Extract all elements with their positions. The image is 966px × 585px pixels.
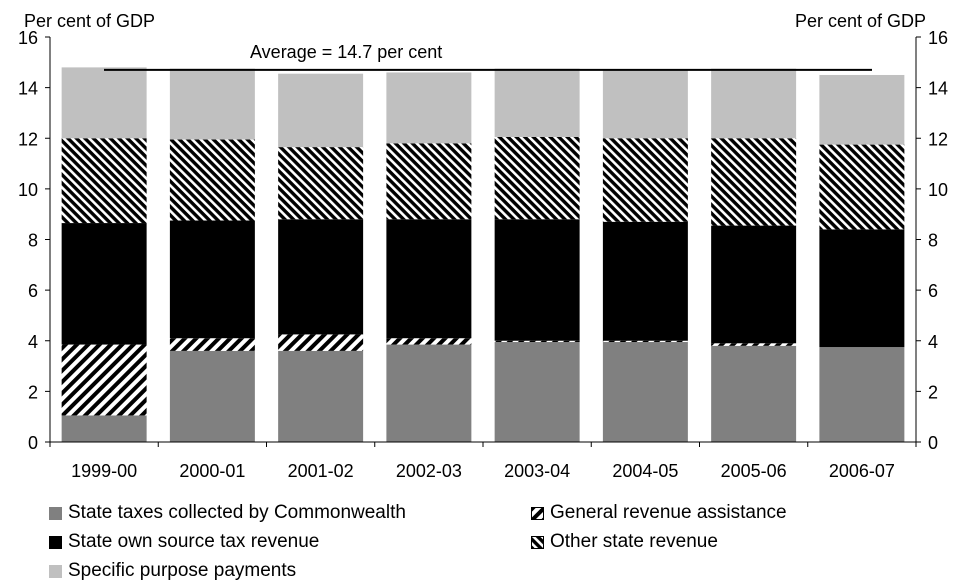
y-tick-label-right-6: 6	[928, 281, 938, 301]
x-tick-label-2006-07: 2006-07	[829, 461, 895, 481]
y-tick-label-left-8: 8	[28, 231, 38, 251]
y-tick-label-left-4: 4	[28, 332, 38, 352]
bar-segment-own-source-2004-05	[602, 221, 688, 341]
bar-segment-spp-2006-07	[819, 74, 905, 145]
y-tick-label-right-2: 2	[928, 382, 938, 402]
bar-segment-general-revenue-2003-04	[494, 340, 580, 343]
average-label: Average = 14.7 per cent	[250, 42, 442, 62]
bar-segment-general-revenue-2004-05	[602, 340, 688, 343]
bar-segment-other-revenue-2005-06	[711, 138, 797, 226]
bar-segment-spp-2000-01	[169, 68, 255, 140]
y-tick-label-right-4: 4	[928, 332, 938, 352]
bar-segment-state-taxes-2001-02	[278, 350, 364, 443]
y-tick-label-left-16: 16	[18, 28, 38, 48]
bar-segment-state-taxes-2002-03	[386, 344, 472, 442]
bar-segment-spp-2001-02	[278, 73, 364, 148]
bar-segment-other-revenue-2004-05	[602, 138, 688, 222]
y-tick-label-right-12: 12	[928, 129, 948, 149]
y-tick-label-right-16: 16	[928, 28, 948, 48]
bar-segment-spp-2002-03	[386, 72, 472, 144]
bars-group	[61, 67, 905, 443]
y-tick-label-left-14: 14	[18, 79, 38, 99]
bar-segment-own-source-2005-06	[711, 225, 797, 344]
bar-segment-own-source-2000-01	[169, 220, 255, 339]
bar-segment-other-revenue-2002-03	[386, 143, 472, 220]
bar-segment-general-revenue-1999-00	[61, 344, 147, 416]
y-tick-label-right-8: 8	[928, 231, 938, 251]
x-tick-label-2001-02: 2001-02	[288, 461, 354, 481]
bar-segment-general-revenue-2001-02	[278, 334, 364, 351]
bar-segment-other-revenue-2003-04	[494, 136, 580, 220]
x-tick-label-2002-03: 2002-03	[396, 461, 462, 481]
bar-segment-state-taxes-2003-04	[494, 342, 580, 442]
bar-segment-general-revenue-2000-01	[169, 338, 255, 351]
bar-segment-other-revenue-2006-07	[819, 144, 905, 230]
bar-segment-own-source-1999-00	[61, 223, 147, 345]
left-axis-title: Per cent of GDP	[24, 11, 155, 31]
x-tick-label-2004-05: 2004-05	[612, 461, 678, 481]
bar-segment-spp-2004-05	[602, 69, 688, 139]
y-tick-label-left-2: 2	[28, 382, 38, 402]
bar-segment-spp-2003-04	[494, 68, 580, 137]
y-tick-label-right-14: 14	[928, 79, 948, 99]
y-tick-label-left-0: 0	[28, 433, 38, 453]
bar-segment-own-source-2002-03	[386, 219, 472, 339]
bar-segment-state-taxes-2005-06	[711, 345, 797, 442]
bar-segment-spp-1999-00	[61, 67, 147, 139]
bar-segment-spp-2005-06	[711, 68, 797, 139]
bar-segment-state-taxes-2004-05	[602, 342, 688, 442]
bar-segment-own-source-2003-04	[494, 219, 580, 341]
y-tick-label-left-12: 12	[18, 129, 38, 149]
bar-segment-other-revenue-1999-00	[61, 138, 147, 224]
bar-segment-state-taxes-2000-01	[169, 350, 255, 443]
y-tick-label-right-0: 0	[928, 433, 938, 453]
x-tick-label-2003-04: 2003-04	[504, 461, 570, 481]
right-axis-title: Per cent of GDP	[795, 11, 926, 31]
bar-segment-state-taxes-2006-07	[819, 347, 905, 442]
bar-segment-general-revenue-2002-03	[386, 338, 472, 345]
x-tick-label-1999-00: 1999-00	[71, 461, 137, 481]
axes-group	[45, 36, 921, 447]
bar-segment-own-source-2001-02	[278, 219, 364, 335]
y-tick-label-left-6: 6	[28, 281, 38, 301]
x-tick-label-2005-06: 2005-06	[721, 461, 787, 481]
y-tick-label-right-10: 10	[928, 180, 948, 200]
bar-segment-other-revenue-2001-02	[278, 147, 364, 220]
tick-labels-group: 0 0 2 2 4 4 6 6 8 8 10 10 12 12 14 14 16 16 1999-00 2000-01…	[18, 28, 948, 481]
bar-segment-state-taxes-1999-00	[61, 415, 147, 442]
bar-segment-own-source-2006-07	[819, 229, 905, 348]
y-tick-label-left-10: 10	[18, 180, 38, 200]
average-line-group: Average = 14.7 per cent	[104, 42, 872, 71]
x-tick-label-2000-01: 2000-01	[179, 461, 245, 481]
bar-segment-other-revenue-2000-01	[169, 139, 255, 221]
bar-segment-general-revenue-2005-06	[711, 343, 797, 346]
